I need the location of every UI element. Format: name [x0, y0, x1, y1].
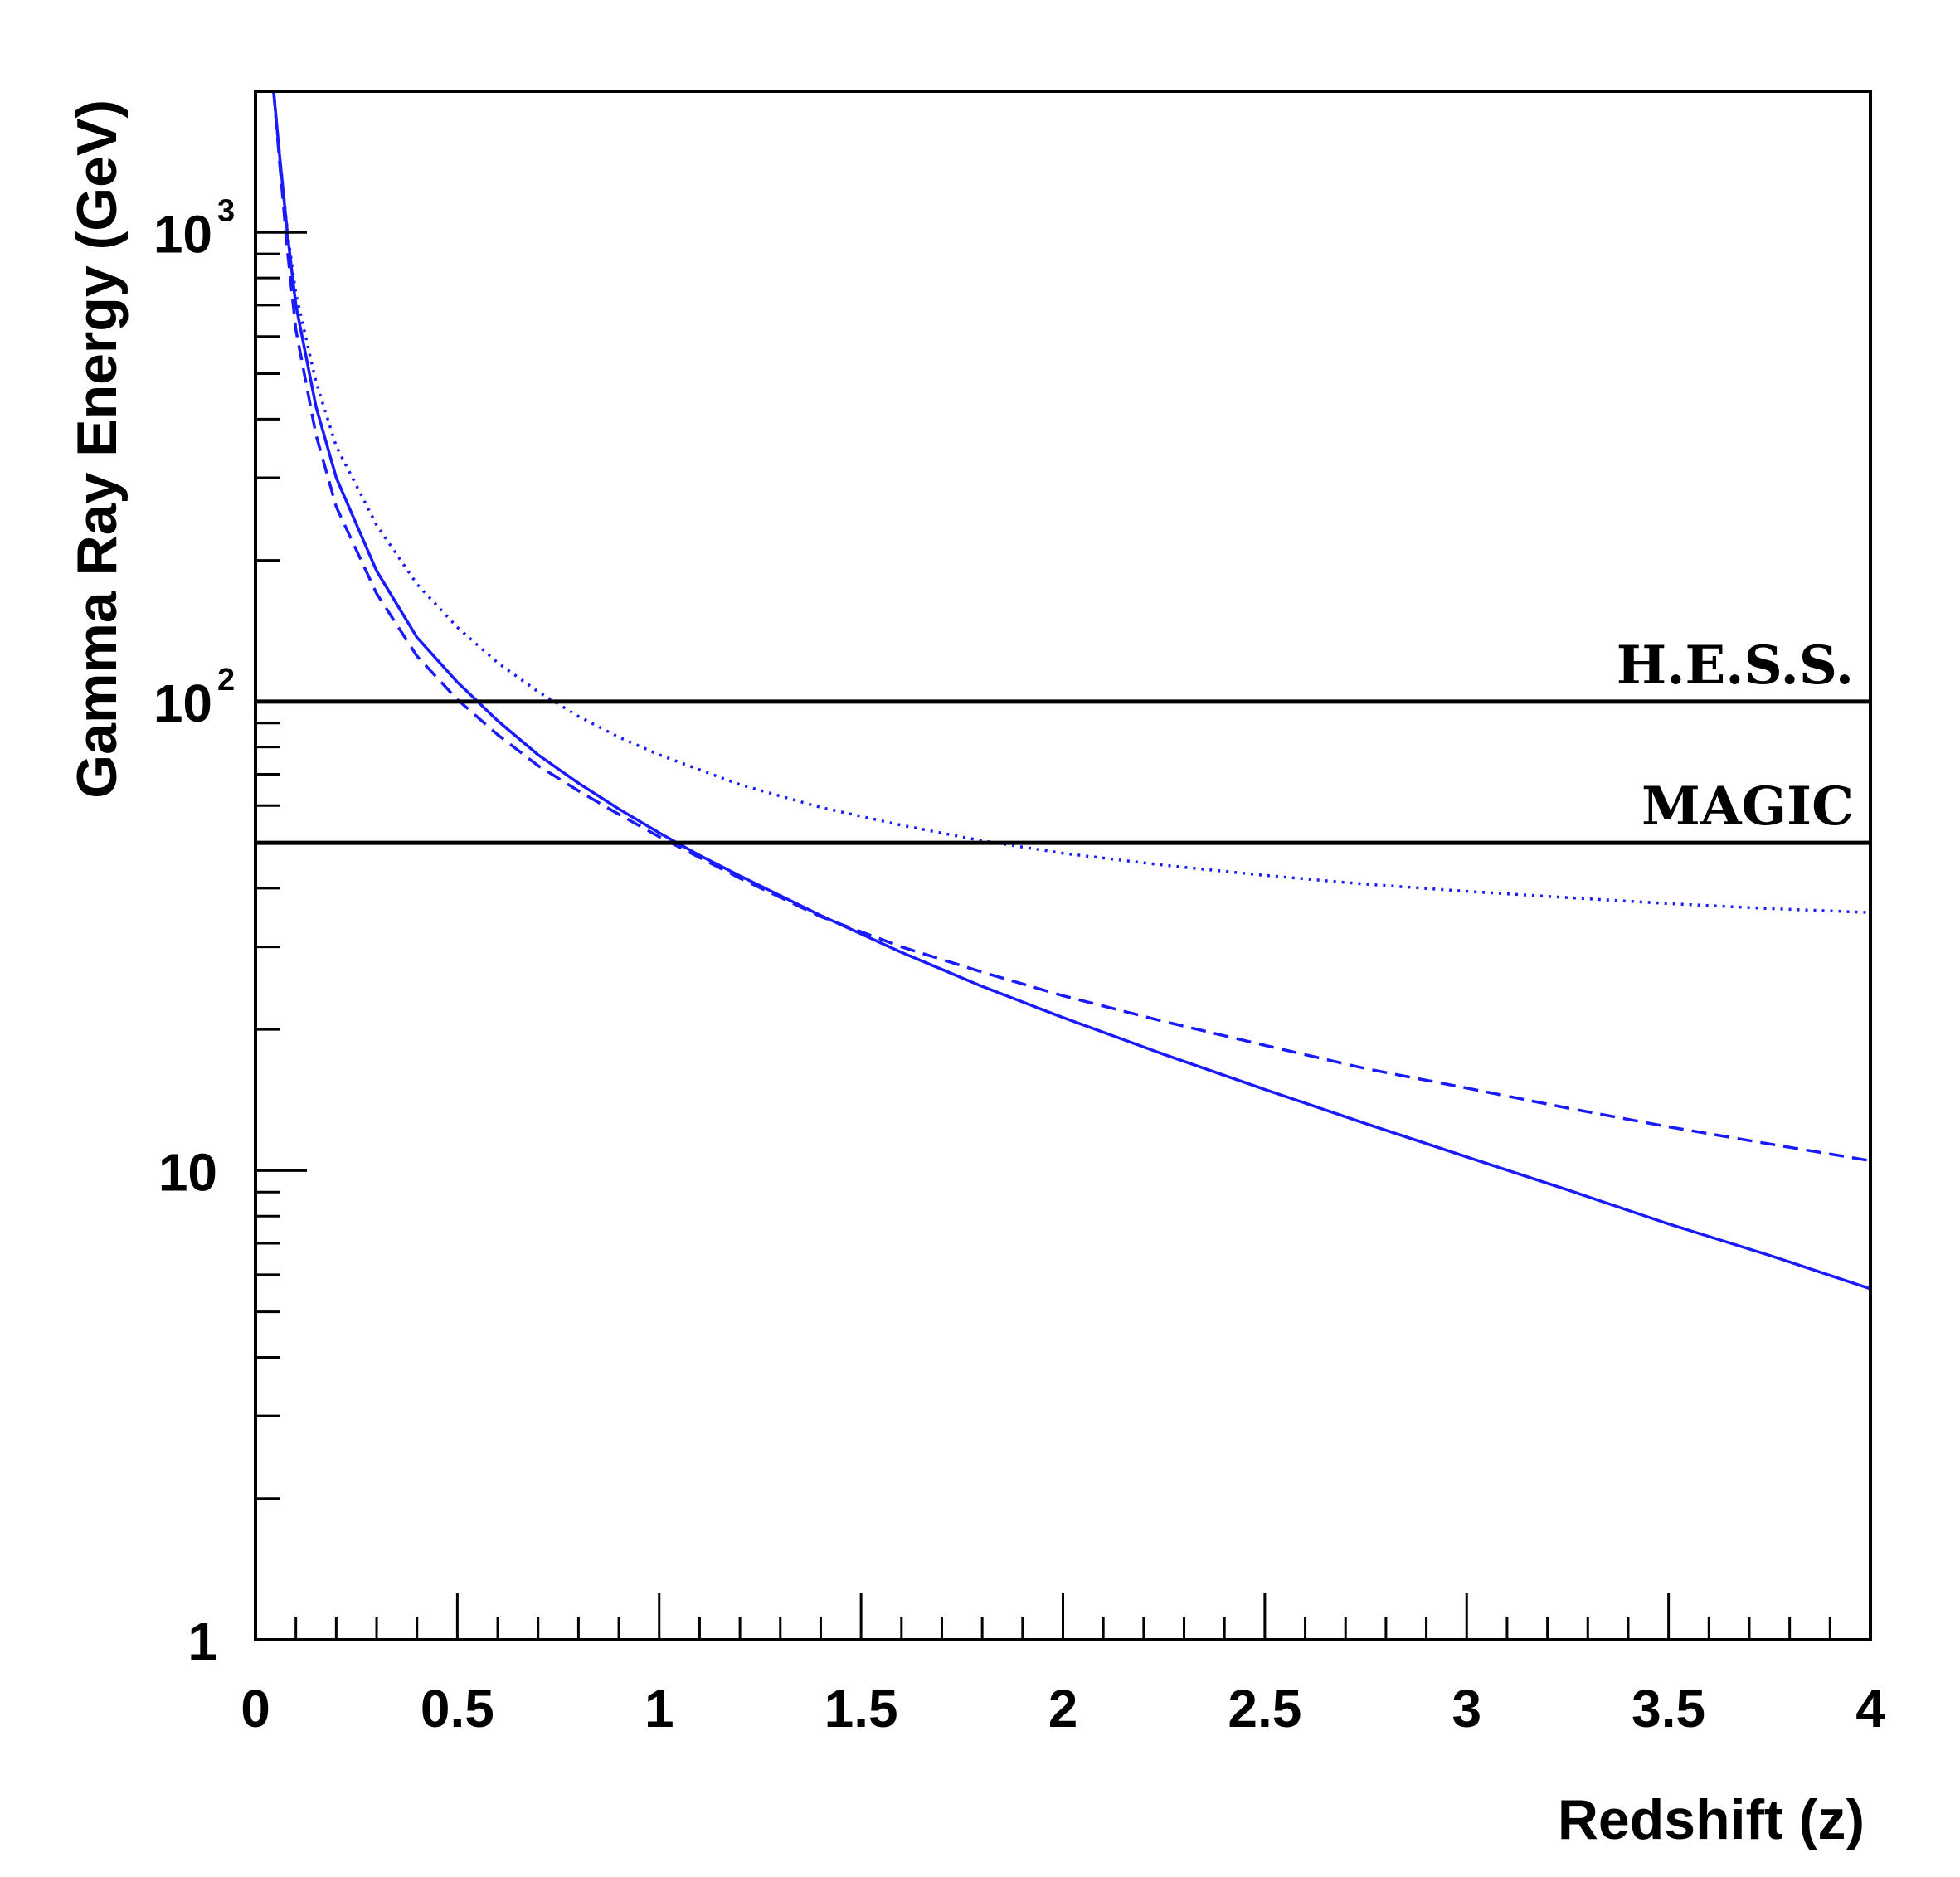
x-axis-tick-labels: 0 0.5 1 1.5 2 2.5 3 3.5 4: [241, 1679, 1885, 1738]
x-tick-label: 3.5: [1632, 1679, 1705, 1738]
y-tick-label-exponent: 2: [217, 663, 235, 698]
x-axis-ticks: [254, 1593, 1872, 1640]
x-tick-label: 0: [241, 1679, 270, 1738]
series-dashed-line: [272, 91, 1870, 1163]
series-dotted-line: [272, 91, 1870, 914]
x-axis-title: Redshift (z): [1558, 1788, 1865, 1851]
x-tick-label: 2: [1048, 1679, 1078, 1738]
x-tick-label: 4: [1855, 1679, 1885, 1738]
x-tick-label: 1: [644, 1679, 674, 1738]
x-tick-label: 3: [1452, 1679, 1481, 1738]
threshold-label: H.E.S.S.: [1617, 635, 1854, 697]
y-axis-ticks: [255, 90, 307, 1641]
threshold-lines: H.E.S.S. MAGIC: [255, 635, 1870, 845]
y-tick-label-exponent: 3: [217, 193, 235, 228]
y-axis-title: Gamma Ray Energy (GeV): [66, 100, 129, 799]
y-tick-label: 10: [153, 204, 212, 264]
y-tick-label: 1: [187, 1612, 217, 1671]
x-tick-label: 1.5: [824, 1679, 898, 1738]
y-tick-label: 10: [158, 1142, 217, 1202]
x-tick-label: 0.5: [421, 1679, 494, 1738]
x-tick-label: 2.5: [1228, 1679, 1301, 1738]
y-tick-label: 10: [153, 673, 212, 733]
threshold-label: MAGIC: [1641, 776, 1854, 838]
